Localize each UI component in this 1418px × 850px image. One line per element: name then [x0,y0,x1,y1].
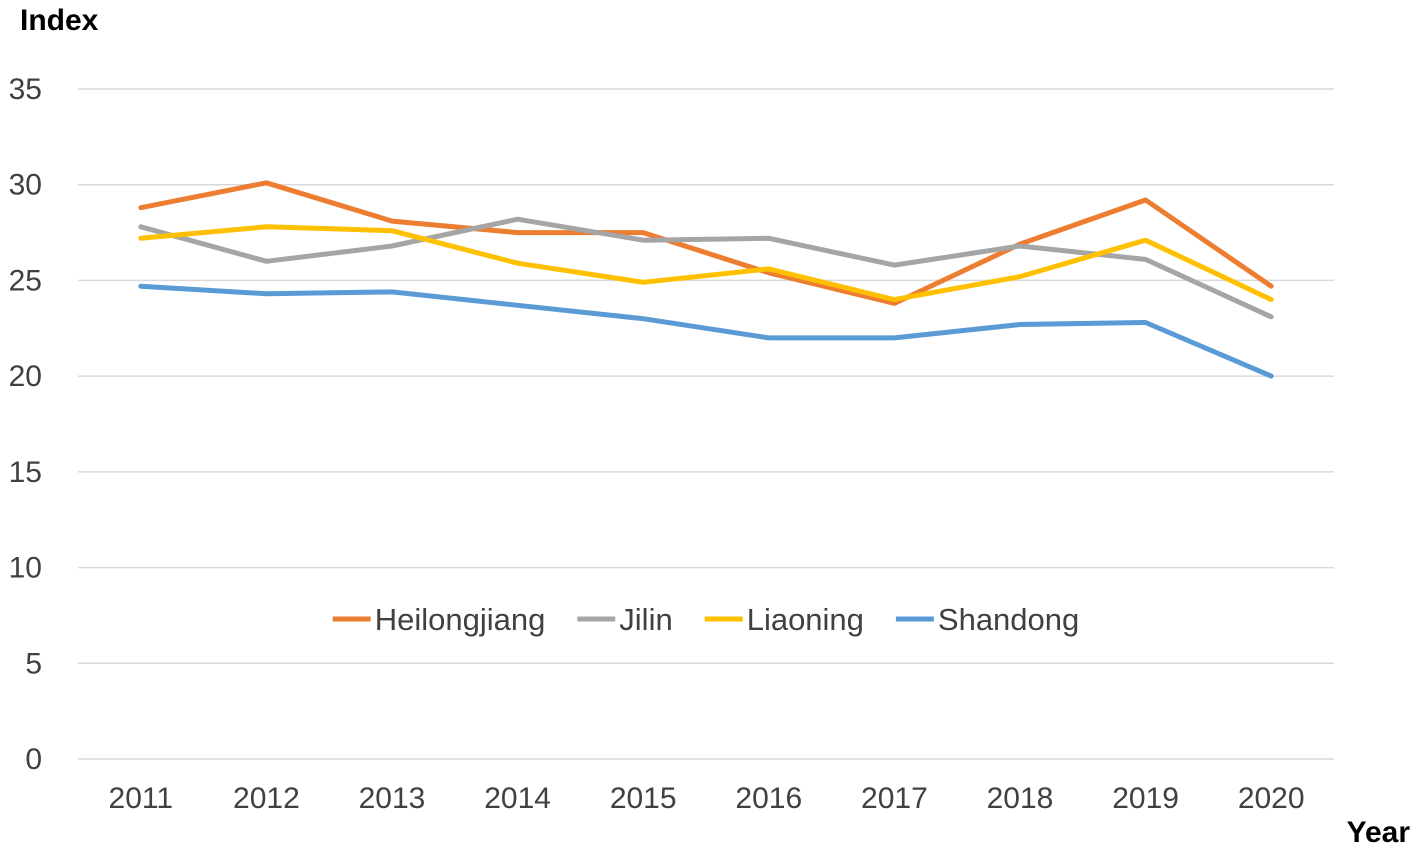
legend: Heilongjiang Jilin Liaoning Shandong [332,602,1079,637]
y-tick-label: 15 [9,456,42,489]
x-axis-ticks: 2011 2012 2013 2014 2015 2016 2017 2018 2019 2020 [109,782,1305,815]
x-tick-label: 2011 [109,782,174,815]
x-tick-label: 2020 [1238,782,1305,815]
series-lines [138,180,1274,379]
x-tick-label: 2018 [987,782,1054,815]
y-tick-label: 25 [9,264,42,297]
series-line-liaoning [138,224,1274,303]
x-tick-label: 2014 [484,782,551,815]
series-line-shandong [138,283,1274,379]
x-axis-title: Year [1347,816,1411,849]
y-tick-label: 35 [9,73,42,106]
legend-label: Shandong [938,602,1079,637]
legend-item-liaoning: Liaoning [704,602,864,637]
x-tick-label: 2013 [359,782,426,815]
y-tick-label: 20 [9,360,42,393]
legend-item-jilin: Jilin [577,602,673,637]
y-tick-label: 30 [9,169,42,202]
legend-label: Heilongjiang [375,602,546,637]
y-tick-label: 5 [25,647,42,680]
x-tick-label: 2012 [233,782,300,815]
legend-label: Liaoning [747,602,864,637]
x-tick-label: 2015 [610,782,677,815]
legend-label: Jilin [619,602,672,637]
legend-item-heilongjiang: Heilongjiang [332,602,546,637]
y-tick-label: 0 [25,743,42,776]
x-tick-label: 2016 [735,782,802,815]
x-tick-label: 2019 [1112,782,1179,815]
legend-item-shandong: Shandong [895,602,1079,637]
y-axis-title: Index [20,4,99,37]
series-line-jilin [138,216,1274,320]
series-line-heilongjiang [138,180,1274,306]
y-axis-ticks: 0 5 10 15 20 25 30 35 [9,73,42,776]
gridlines [78,88,1334,760]
x-tick-label: 2017 [861,782,928,815]
y-tick-label: 10 [9,552,42,585]
